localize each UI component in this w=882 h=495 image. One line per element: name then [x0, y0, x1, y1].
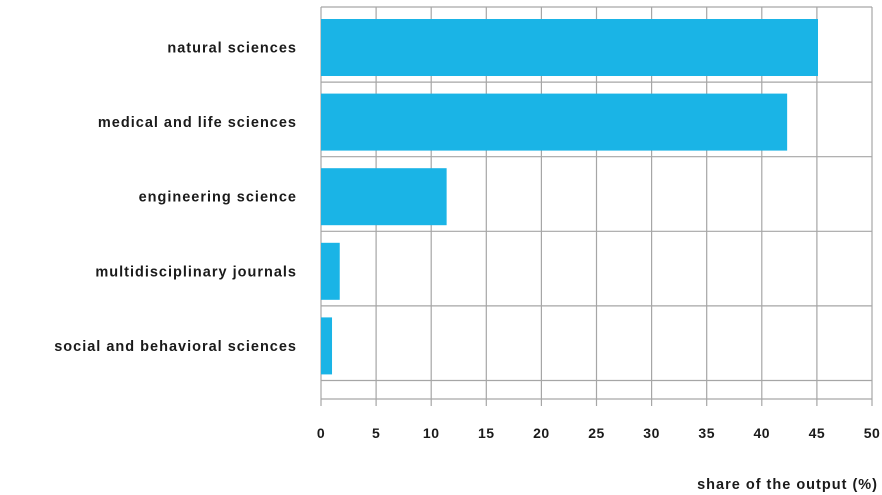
x-tick-labels: 0 5 10 15 20 25 30 35 40 45 50 — [317, 425, 880, 441]
x-tick-label: 45 — [809, 425, 826, 441]
x-tick-label: 30 — [643, 425, 660, 441]
x-tick-label: 15 — [478, 425, 495, 441]
x-tick-label: 25 — [588, 425, 605, 441]
x-axis-title: share of the output (%) — [697, 477, 878, 493]
bar — [321, 168, 447, 226]
bar — [321, 317, 333, 375]
bar — [321, 19, 819, 76]
bar — [321, 93, 788, 151]
category-label: multidisciplinary journals — [95, 264, 297, 280]
x-tick-label: 50 — [864, 425, 881, 441]
bars — [321, 19, 819, 375]
x-tick-label: 35 — [698, 425, 715, 441]
category-label: engineering science — [139, 190, 297, 206]
category-label: social and behavioral sciences — [54, 339, 297, 355]
x-tick-label: 5 — [372, 425, 380, 441]
x-tick-label: 10 — [423, 425, 440, 441]
category-label: medical and life sciences — [98, 115, 297, 131]
x-tick-label: 40 — [754, 425, 771, 441]
category-label: natural sciences — [167, 41, 297, 57]
category-labels: natural sciences medical and life science… — [54, 41, 297, 355]
bar — [321, 242, 340, 300]
x-tick-label: 20 — [533, 425, 550, 441]
x-tick-label: 0 — [317, 425, 325, 441]
